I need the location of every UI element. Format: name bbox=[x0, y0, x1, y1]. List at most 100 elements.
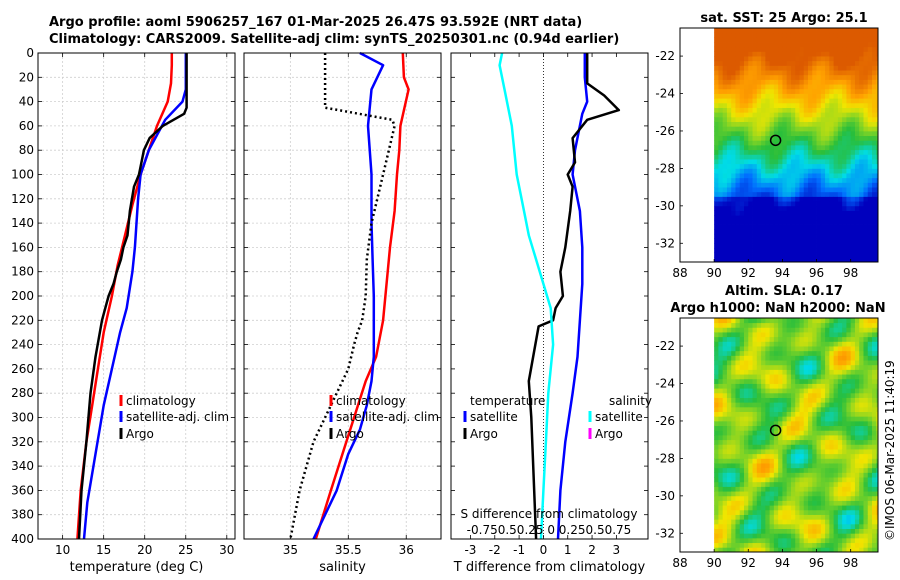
sst-cell bbox=[808, 191, 813, 197]
sla-cell bbox=[863, 519, 869, 525]
sla-cell bbox=[718, 402, 724, 408]
sst-cell bbox=[799, 46, 805, 52]
sla-cell bbox=[735, 411, 741, 417]
sst-cell bbox=[748, 98, 753, 104]
sst-cell bbox=[790, 252, 796, 258]
sst-cell bbox=[731, 163, 736, 169]
sla-cell bbox=[829, 491, 835, 497]
sla-cell bbox=[748, 397, 753, 403]
sla-cell bbox=[867, 378, 873, 384]
sst-cell bbox=[739, 70, 745, 76]
sla-cell bbox=[765, 369, 771, 375]
sla-cell bbox=[816, 467, 822, 473]
sla-cell bbox=[761, 500, 766, 506]
sla-cell bbox=[872, 542, 877, 548]
sst-cell bbox=[872, 42, 877, 48]
sst-cell bbox=[859, 201, 864, 207]
sst-cell bbox=[769, 173, 775, 179]
sst-cell bbox=[739, 163, 745, 169]
sla-cell bbox=[773, 360, 779, 366]
sla-cell bbox=[761, 430, 766, 436]
sst-cell bbox=[731, 98, 736, 104]
sla-cell bbox=[859, 322, 864, 328]
sst-cell bbox=[735, 252, 741, 258]
sla-cell bbox=[837, 463, 843, 469]
sst-cell bbox=[761, 65, 766, 71]
sst-cell bbox=[761, 215, 766, 221]
sla-cell bbox=[752, 420, 758, 427]
sla-cell bbox=[790, 509, 796, 515]
sst-cell bbox=[756, 79, 762, 85]
sst-cell bbox=[795, 60, 800, 66]
sla-cell bbox=[854, 374, 860, 380]
sst-cell bbox=[872, 173, 877, 179]
sst-map bbox=[680, 28, 878, 262]
sst-cell bbox=[790, 163, 796, 169]
sst-cell bbox=[859, 70, 864, 76]
sst-cell bbox=[816, 79, 822, 85]
sla-cell bbox=[739, 514, 745, 520]
sst-cell bbox=[829, 46, 835, 52]
sla-cell bbox=[773, 533, 779, 539]
sla-cell bbox=[863, 444, 869, 450]
sst-cell bbox=[854, 168, 860, 174]
sst-cell bbox=[769, 121, 775, 127]
sst-cell bbox=[876, 112, 878, 118]
sla-cell bbox=[833, 453, 839, 459]
sla-cell bbox=[782, 439, 788, 445]
sst-cell bbox=[842, 201, 847, 207]
sst-cell bbox=[769, 37, 775, 43]
sla-cell bbox=[863, 411, 869, 417]
sst-cell bbox=[735, 191, 741, 197]
sst-cell bbox=[739, 177, 745, 183]
sla-cell bbox=[799, 458, 805, 464]
sst-cell bbox=[731, 88, 736, 94]
sla-cell bbox=[790, 491, 796, 497]
sla-cell bbox=[854, 397, 860, 403]
sst-cell bbox=[722, 84, 728, 90]
sst-cell bbox=[820, 116, 826, 122]
sla-cell bbox=[773, 332, 779, 338]
sla-cell bbox=[803, 397, 809, 403]
sst-cell bbox=[761, 51, 766, 57]
sst-cell bbox=[808, 130, 813, 137]
sst-cell bbox=[867, 140, 873, 146]
sst-cell bbox=[731, 37, 736, 43]
sla-cell bbox=[842, 406, 847, 412]
sst-cell bbox=[722, 145, 728, 151]
sst-cell bbox=[731, 116, 736, 122]
sst-cell bbox=[773, 88, 779, 94]
sst-cell bbox=[833, 46, 839, 52]
sst-cell bbox=[726, 79, 732, 85]
sla-cell bbox=[714, 388, 719, 394]
sla-cell bbox=[846, 420, 852, 427]
sst-cell bbox=[765, 173, 771, 179]
sla-title-line2: Argo h1000: NaN h2000: NaN bbox=[670, 301, 885, 316]
sst-cell bbox=[795, 159, 800, 165]
sst-cell bbox=[752, 168, 758, 174]
series-line-satellite-adj-clim bbox=[312, 51, 385, 540]
sla-cell bbox=[756, 318, 762, 324]
sst-cell bbox=[756, 145, 762, 151]
sla-cell bbox=[816, 327, 822, 333]
sst-cell bbox=[816, 233, 822, 239]
sst-cell bbox=[854, 98, 860, 104]
sst-cell bbox=[778, 182, 783, 188]
sla-cell bbox=[799, 463, 805, 469]
sla-cell bbox=[816, 486, 822, 492]
sla-cell bbox=[735, 449, 741, 455]
sst-cell bbox=[714, 60, 719, 66]
sla-cell bbox=[761, 425, 766, 431]
sla-cell bbox=[820, 392, 826, 398]
sst-cell bbox=[782, 233, 788, 239]
difference-panel: -3 -2 -1 0 1 2 3T difference from climatologyt… bbox=[450, 52, 652, 575]
sla-cell bbox=[808, 472, 813, 478]
legend-label: Argo bbox=[336, 427, 364, 441]
sla-cell bbox=[769, 467, 775, 473]
sla-cell bbox=[722, 402, 728, 408]
sst-cell bbox=[863, 243, 869, 249]
sla-cell bbox=[837, 364, 843, 370]
sst-cell bbox=[731, 243, 736, 249]
sla-cell bbox=[735, 486, 741, 492]
sla-cell bbox=[837, 341, 843, 347]
